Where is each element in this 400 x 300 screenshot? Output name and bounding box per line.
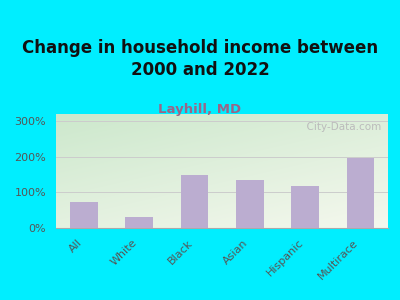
Bar <box>291 186 319 228</box>
Bar <box>70 202 98 228</box>
Bar <box>180 175 208 228</box>
Text: Change in household income between
2000 and 2022: Change in household income between 2000 … <box>22 39 378 79</box>
Text: City-Data.com: City-Data.com <box>300 122 381 132</box>
Bar <box>236 180 264 228</box>
Bar <box>125 217 153 228</box>
Bar <box>346 158 374 228</box>
Text: Layhill, MD: Layhill, MD <box>158 103 242 116</box>
